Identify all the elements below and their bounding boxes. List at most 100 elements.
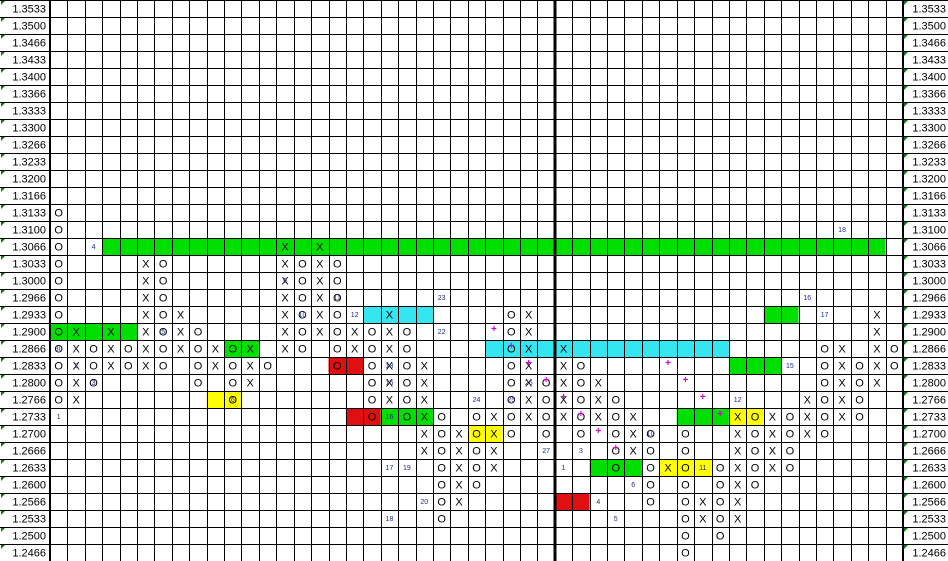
o-mark: O bbox=[577, 361, 586, 373]
x-mark: X bbox=[247, 361, 255, 373]
o-mark: O bbox=[646, 480, 655, 492]
price-label-left: 1.2666 bbox=[12, 446, 46, 458]
o-mark: O bbox=[855, 378, 864, 390]
x-mark: X bbox=[177, 310, 185, 322]
o-mark: O bbox=[333, 344, 342, 356]
o-mark: O bbox=[194, 327, 203, 339]
cell-comment-marker bbox=[904, 511, 908, 515]
price-label-right: 1.2933 bbox=[912, 310, 946, 322]
price-label-right: 1.2666 bbox=[912, 446, 946, 458]
cell-comment-marker bbox=[1, 409, 5, 413]
x-mark: X bbox=[455, 480, 463, 492]
month-annotation: 1 bbox=[562, 465, 566, 472]
price-label-right: 1.3433 bbox=[912, 55, 946, 67]
o-mark: O bbox=[751, 480, 760, 492]
cell-comment-marker bbox=[1, 494, 5, 498]
o-mark: O bbox=[611, 412, 620, 424]
price-label-left: 1.3233 bbox=[12, 157, 46, 169]
o-mark: O bbox=[54, 378, 63, 390]
price-label-left: 1.3333 bbox=[12, 106, 46, 118]
price-label-right: 1.2766 bbox=[912, 395, 946, 407]
x-mark: X bbox=[838, 344, 846, 356]
cell-comment-marker bbox=[904, 256, 908, 260]
o-mark: O bbox=[855, 412, 864, 424]
month-annotation: 5 bbox=[161, 329, 165, 336]
o-mark: O bbox=[298, 293, 307, 305]
price-label-right: 1.2633 bbox=[912, 463, 946, 475]
highlight-band bbox=[659, 459, 712, 476]
price-label-left: 1.3466 bbox=[12, 38, 46, 50]
x-mark: X bbox=[630, 446, 638, 458]
x-mark: X bbox=[734, 497, 742, 509]
x-mark: X bbox=[595, 412, 603, 424]
price-label-left: 1.3166 bbox=[12, 191, 46, 203]
o-mark: O bbox=[820, 344, 829, 356]
x-mark: X bbox=[734, 446, 742, 458]
price-label-left: 1.3366 bbox=[12, 89, 46, 101]
x-mark: X bbox=[72, 378, 80, 390]
cell-comment-marker bbox=[904, 52, 908, 56]
month-annotation: 13 bbox=[386, 363, 394, 370]
price-label-left: 1.3066 bbox=[12, 242, 46, 254]
cell-comment-marker bbox=[1, 290, 5, 294]
o-mark: O bbox=[611, 446, 620, 458]
o-mark: O bbox=[54, 259, 63, 271]
o-mark: O bbox=[437, 412, 446, 424]
x-mark: X bbox=[386, 310, 394, 322]
cell-comment-marker bbox=[904, 137, 908, 141]
price-label-right: 1.3533 bbox=[912, 4, 946, 16]
highlight-band bbox=[728, 357, 782, 374]
x-mark: X bbox=[630, 412, 638, 424]
o-mark: O bbox=[368, 327, 377, 339]
x-mark: X bbox=[595, 378, 603, 390]
o-mark: O bbox=[855, 395, 864, 407]
highlight-band bbox=[102, 238, 886, 255]
o-mark: O bbox=[124, 361, 133, 373]
month-annotation: 11 bbox=[334, 295, 341, 302]
x-mark: X bbox=[281, 293, 289, 305]
price-label-right: 1.3233 bbox=[912, 157, 946, 169]
o-mark: O bbox=[542, 412, 551, 424]
x-mark: X bbox=[386, 378, 394, 390]
cell-comment-marker bbox=[1, 239, 5, 243]
price-label-right: 1.3033 bbox=[912, 259, 946, 271]
cell-comment-marker bbox=[904, 222, 908, 226]
x-mark: X bbox=[386, 395, 394, 407]
x-mark: X bbox=[142, 344, 150, 356]
x-mark: X bbox=[316, 293, 324, 305]
cell-comment-marker bbox=[1, 188, 5, 192]
o-mark: O bbox=[333, 310, 342, 322]
o-mark: O bbox=[472, 480, 481, 492]
month-annotation: 27 bbox=[542, 448, 550, 455]
price-label-left: 1.3300 bbox=[12, 123, 46, 135]
x-mark: X bbox=[525, 395, 533, 407]
highlight-band bbox=[50, 323, 138, 340]
x-mark: X bbox=[873, 361, 881, 373]
o-mark: O bbox=[507, 412, 516, 424]
cell-comment-marker bbox=[904, 1, 908, 5]
x-mark: X bbox=[142, 293, 150, 305]
o-mark: O bbox=[333, 327, 342, 339]
o-mark: O bbox=[646, 463, 655, 475]
x-mark: X bbox=[281, 242, 289, 254]
cell-comment-marker bbox=[904, 375, 908, 379]
o-mark: O bbox=[716, 480, 725, 492]
x-mark: X bbox=[734, 514, 742, 526]
price-label-right: 1.2900 bbox=[912, 327, 946, 339]
o-mark: O bbox=[229, 361, 238, 373]
o-mark: O bbox=[159, 344, 168, 356]
month-annotation: 16 bbox=[386, 414, 394, 421]
x-mark: X bbox=[177, 344, 185, 356]
o-mark: O bbox=[681, 497, 690, 509]
price-label-left: 1.3000 bbox=[12, 276, 46, 288]
o-mark: O bbox=[542, 378, 551, 390]
price-label-left: 1.2933 bbox=[12, 310, 46, 322]
x-mark: X bbox=[421, 412, 429, 424]
o-mark: O bbox=[681, 531, 690, 543]
x-mark: X bbox=[421, 395, 429, 407]
cell-comment-marker bbox=[1, 324, 5, 328]
o-mark: O bbox=[716, 463, 725, 475]
o-mark: O bbox=[751, 446, 760, 458]
